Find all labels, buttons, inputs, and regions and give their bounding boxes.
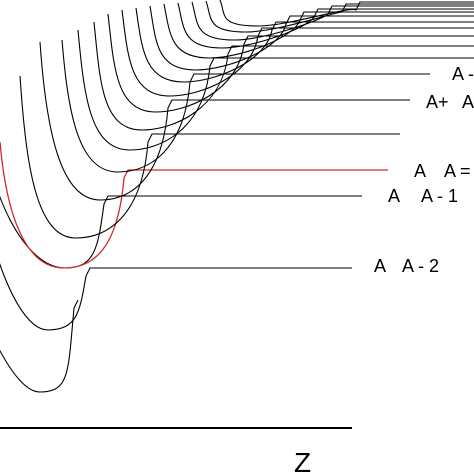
curve-line bbox=[177, 2, 474, 49]
curve-line bbox=[107, 13, 474, 113]
label-left-a-equals: A bbox=[414, 161, 426, 181]
curve-line bbox=[219, 0, 474, 27]
label-left-a-minus-1: A bbox=[388, 186, 400, 206]
label-right-a-minus-1: A - 1 bbox=[421, 186, 458, 206]
curve-line bbox=[163, 3, 474, 59]
curve-line bbox=[135, 7, 474, 83]
curve-group bbox=[0, 0, 474, 393]
curve-line bbox=[0, 299, 79, 393]
curve-line bbox=[0, 195, 362, 269]
label-right-a-equals: A = bbox=[444, 161, 471, 181]
highlighted-curve bbox=[0, 141, 388, 269]
curve-line bbox=[0, 262, 352, 331]
curve-line bbox=[205, 0, 474, 33]
label-right-a-plus: A bbox=[462, 92, 474, 112]
curve-line bbox=[19, 75, 400, 239]
curve-line bbox=[191, 1, 474, 41]
curve-line bbox=[39, 41, 410, 201]
z-axis-label: Z bbox=[294, 447, 311, 474]
label-right-a-minus-2: A - 2 bbox=[402, 256, 439, 276]
label-left-a-minus-2: A bbox=[374, 256, 386, 276]
curve-line bbox=[121, 9, 474, 97]
curve-line bbox=[77, 29, 474, 151]
curve-line bbox=[61, 39, 430, 173]
curve-line bbox=[93, 21, 474, 131]
label-left-a-top: A - bbox=[452, 64, 474, 84]
label-left-a-plus: A+ bbox=[426, 92, 449, 112]
curve-line bbox=[149, 5, 474, 71]
